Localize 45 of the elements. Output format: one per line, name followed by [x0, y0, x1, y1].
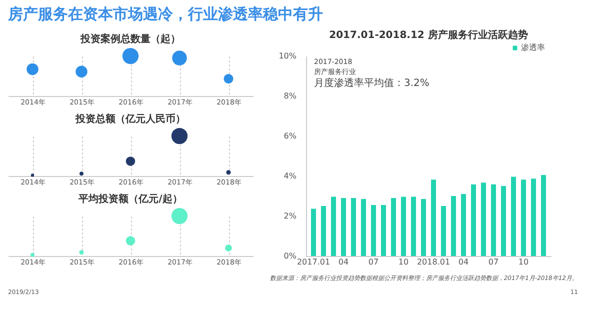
y-tick-label: 2% — [284, 212, 297, 220]
bar — [471, 184, 476, 256]
x-tick-label: 10 — [398, 258, 409, 266]
x-tick-label: 2017.01 — [296, 258, 330, 266]
x-tick-label: 07 — [488, 258, 499, 266]
y-tick-label: 4% — [284, 172, 297, 180]
x-tick-label: 10 — [518, 258, 529, 266]
bar — [331, 196, 336, 256]
chart-title: 投资案例总数量（起） — [80, 32, 180, 45]
y-tick-label: 8% — [284, 92, 297, 100]
x-tick-label: 04 — [338, 258, 349, 266]
bar — [361, 199, 366, 256]
bar — [511, 176, 516, 256]
y-tick-label: 10% — [278, 52, 297, 60]
bar — [341, 198, 346, 256]
bar — [481, 182, 486, 256]
bar — [451, 196, 456, 256]
bar — [441, 206, 446, 256]
x-tick-label: 07 — [368, 258, 379, 266]
bar — [521, 180, 526, 256]
bar — [311, 208, 316, 256]
bar — [351, 198, 356, 256]
annotation: 月度渗透率平均值：3.2% — [314, 77, 430, 89]
chart-title: 2017.01-2018.12 房产服务行业活跃趋势 — [329, 29, 528, 41]
text: 房产服务在资本市场遇冷，行业渗透率稳中有升 — [7, 5, 323, 23]
bar — [381, 205, 386, 256]
bar — [321, 206, 326, 256]
bar — [461, 194, 466, 256]
bar — [531, 178, 536, 256]
bar — [401, 196, 406, 256]
y-tick-label: 6% — [284, 132, 297, 140]
bar — [411, 196, 416, 256]
bar — [541, 175, 546, 256]
bar — [491, 184, 496, 256]
bar — [421, 199, 426, 256]
bar — [501, 186, 506, 256]
chart-title: 投资总额（亿元人民币） — [74, 112, 186, 125]
legend-label: 渗透率 — [521, 43, 545, 52]
bar — [391, 198, 396, 256]
x-tick-label: 2018.01 — [416, 258, 450, 266]
bar — [431, 180, 436, 256]
y-tick-label: 0% — [284, 252, 297, 260]
chart-title: 平均投资额（亿元/起） — [78, 192, 182, 205]
x-tick-label: 04 — [458, 258, 469, 266]
bar — [371, 205, 376, 256]
